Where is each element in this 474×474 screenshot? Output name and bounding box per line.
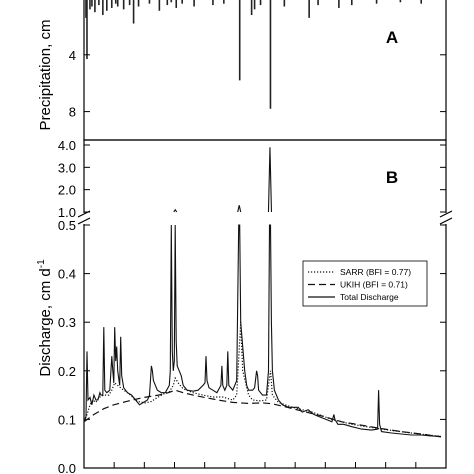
discharge-y-label-text: Discharge, cm d <box>37 268 54 376</box>
precip-y-ticks: 48 <box>69 48 446 120</box>
panel-label-a: A <box>386 28 398 47</box>
discharge-y-tick-label: 0.0 <box>58 461 76 474</box>
series-line-dashed <box>83 389 442 438</box>
precipitation-panel: A 48 Precipitation, cm <box>37 0 447 141</box>
axis-break-mark <box>439 217 453 225</box>
precip-bars <box>85 0 423 109</box>
precip-y-axis-label: Precipitation, cm <box>37 20 54 131</box>
discharge-y-tick-upper-label: 3.0 <box>58 160 76 175</box>
axis-break-marks <box>77 210 453 225</box>
discharge-panel: 0.0 0.1 0.2 0.3 0.4 0.51.0 2.0 3.0 4.0 B Dischar… <box>36 138 453 474</box>
discharge-series <box>83 147 445 438</box>
discharge-y-tick-label: 0.3 <box>58 315 76 330</box>
discharge-peak <box>267 147 273 213</box>
series-line-solid <box>83 224 442 437</box>
panel-label-b: B <box>386 168 398 187</box>
discharge-y-axis-label: Discharge, cm d-1 <box>36 259 54 377</box>
legend-box <box>302 260 428 307</box>
axis-break-gap <box>85 213 445 224</box>
discharge-y-tick-label: 0.1 <box>58 412 76 427</box>
discharge-peak <box>173 208 178 213</box>
svg-text:Discharge, cm d-1: Discharge, cm d-1 <box>36 259 54 377</box>
legend-entry-label: SARR (BFI = 0.77) <box>340 267 411 277</box>
precip-y-tick-label: 8 <box>69 105 76 120</box>
axis-break-gap-edge <box>444 213 448 224</box>
precip-y-tick-label: 4 <box>69 48 76 63</box>
axis-break-mark <box>77 210 91 218</box>
legend-entry-label: Total Discharge <box>340 292 399 302</box>
axis-break-mark <box>77 217 91 225</box>
axis-break-mark <box>439 210 453 218</box>
legend: SARR (BFI = 0.77) UKIH (BFI = 0.71) Total … <box>302 260 428 307</box>
legend-entry-label: UKIH (BFI = 0.71) <box>340 280 408 290</box>
axis-break-gap-edge <box>82 213 86 224</box>
discharge-y-tick-label: 0.4 <box>58 267 76 282</box>
discharge-axis-ticks: 0.0 0.1 0.2 0.3 0.4 0.51.0 2.0 3.0 4.0 <box>58 138 446 474</box>
discharge-y-label-superscript: -1 <box>36 259 47 268</box>
series-line-dotted <box>83 322 442 437</box>
discharge-y-tick-label: 0.5 <box>58 218 76 233</box>
discharge-y-tick-upper-label: 1.0 <box>58 205 76 220</box>
discharge-y-tick-label: 0.2 <box>58 364 76 379</box>
discharge-y-tick-upper-label: 2.0 <box>58 183 76 198</box>
discharge-y-tick-upper-label: 4.0 <box>58 138 76 153</box>
precip-plot-frame <box>83 0 447 141</box>
discharge-peak <box>237 205 242 213</box>
